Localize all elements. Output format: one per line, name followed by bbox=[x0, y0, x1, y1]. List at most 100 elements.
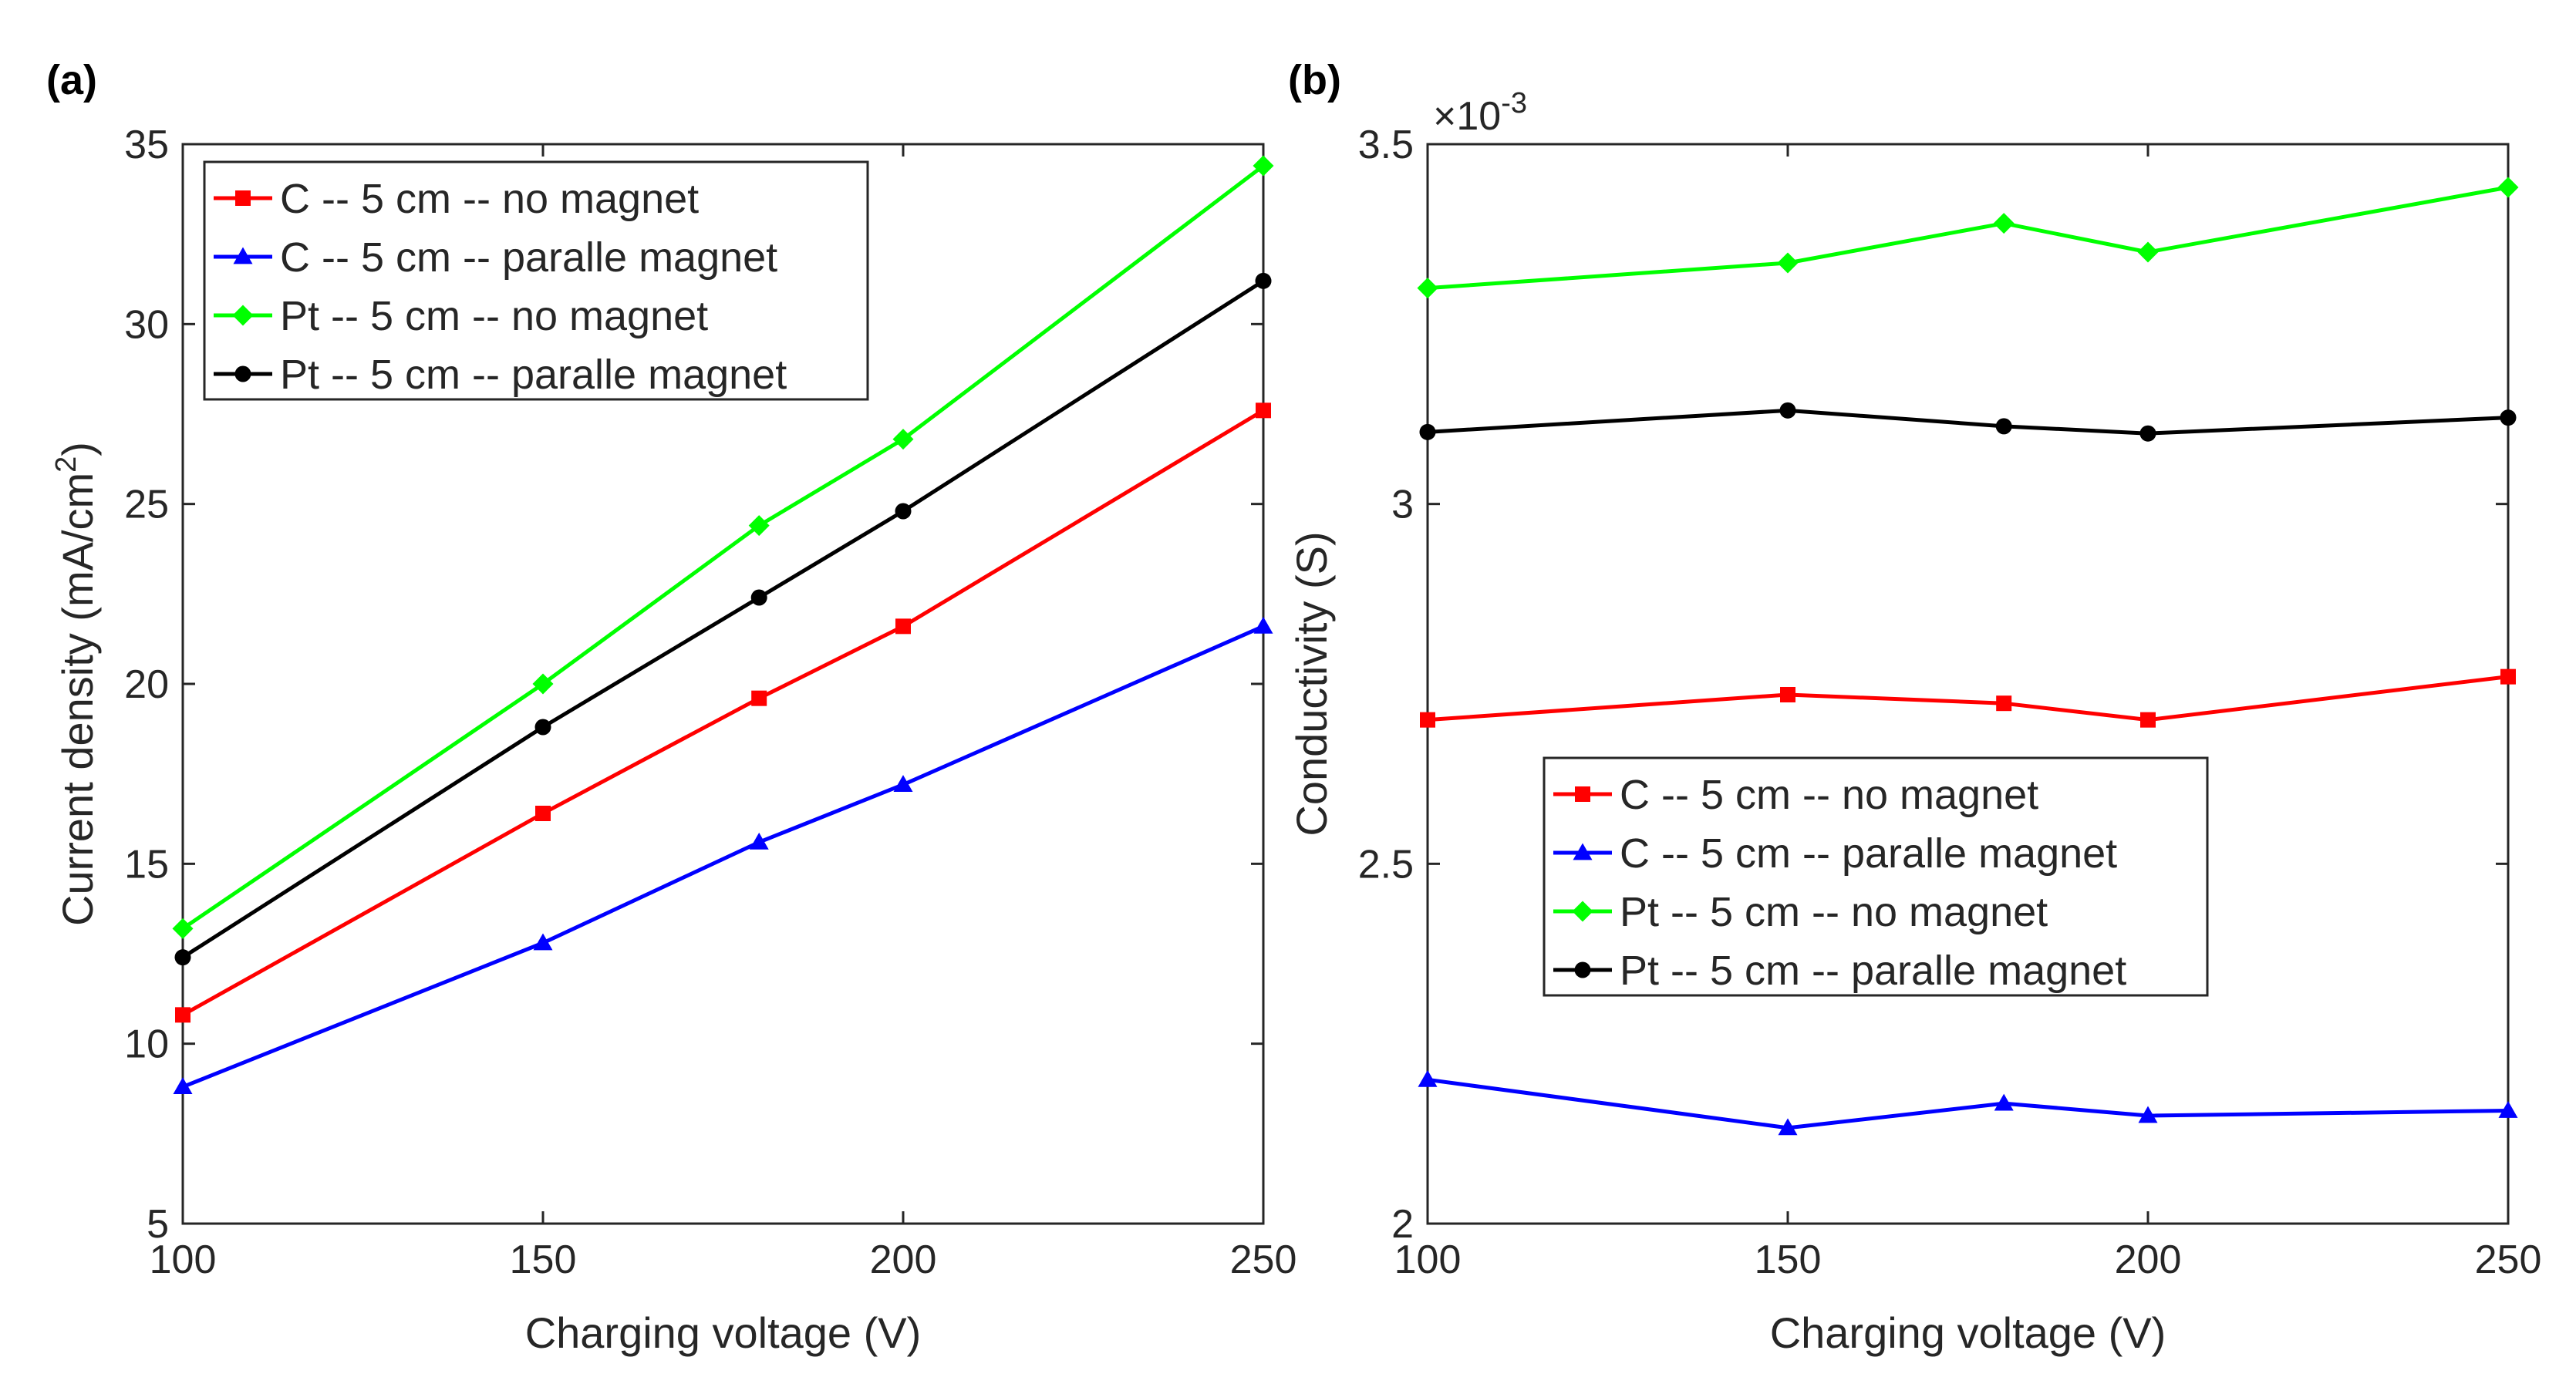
panel-b-legend-entry-4-label: Pt -- 5 cm -- paralle magnet bbox=[1620, 948, 2126, 994]
panel-b-axes: 100 150 200 250 2 2.5 3 3.5 bbox=[1358, 123, 2542, 1282]
panel-a-legend-entry-3-label: Pt -- 5 cm -- no magnet bbox=[280, 293, 708, 339]
panel-a-series-1-marker-3 bbox=[751, 690, 767, 706]
panel-b-exponent-superscript: -3 bbox=[1501, 87, 1527, 120]
panel-b-conductivity: (b) ×10-3 100 150 200 250 2 2.5 3 3.5 Charging … bbox=[1287, 57, 2541, 1357]
panel-a-label: (a) bbox=[46, 57, 97, 103]
panel-a-legend-entry-4: Pt -- 5 cm -- paralle magnet bbox=[214, 352, 787, 398]
panel-b-y-tick-label: 3.5 bbox=[1358, 123, 1414, 167]
panel-b-y-axis-label: Conductivity (S) bbox=[1287, 531, 1336, 836]
panel-b-label: (b) bbox=[1288, 57, 1341, 103]
panel-a-series-2-marker-5 bbox=[1253, 616, 1273, 634]
panel-a-y-axis-label-superscript: 2 bbox=[50, 456, 83, 473]
panel-a-y-axis-label-end: ) bbox=[53, 442, 102, 456]
panel-b-series-4 bbox=[1419, 402, 2517, 442]
panel-a-series-2-marker-3 bbox=[749, 832, 769, 850]
panel-b-series-1-marker-1 bbox=[1420, 712, 1435, 728]
panel-b-series-3-marker-4 bbox=[2137, 241, 2159, 263]
panel-b-legend-entry-1-marker-1 bbox=[1575, 786, 1590, 802]
panel-b-series-2-marker-5 bbox=[2498, 1100, 2518, 1118]
panel-b-x-tick-label: 250 bbox=[2475, 1237, 2542, 1282]
panel-a-current-density: (a) 100 150 200 250 5 10 15 20 25 30 35 Charging v… bbox=[46, 57, 1296, 1357]
panel-a-series-1-marker-1 bbox=[175, 1007, 191, 1023]
panel-b-series-4-line bbox=[1427, 408, 2509, 436]
panel-a-y-tick-label: 30 bbox=[124, 302, 169, 347]
panel-a-x-tick-label: 250 bbox=[1230, 1237, 1297, 1282]
panel-b-series-3-marker-2 bbox=[1777, 252, 1799, 274]
panel-a-y-axis-label: Current density (mA/cm2) bbox=[50, 442, 102, 926]
panel-b-series-3-marker-5 bbox=[2497, 177, 2519, 198]
panel-b-legend-entry-1-label: C -- 5 cm -- no magnet bbox=[1620, 772, 2038, 818]
panel-b-series-2-marker-2 bbox=[1778, 1118, 1798, 1136]
panel-a-series-2-marker-4 bbox=[893, 775, 913, 793]
panel-b-legend-entry-3: Pt -- 5 cm -- no magnet bbox=[1553, 889, 2048, 935]
panel-a-x-axis-label: Charging voltage (V) bbox=[525, 1308, 922, 1357]
panel-b-series-3 bbox=[1417, 177, 2519, 299]
panel-b-series-1-marker-3 bbox=[1996, 695, 2012, 712]
panel-b-series-3-marker-3 bbox=[1993, 213, 2015, 234]
panel-b-legend-entry-2-label: C -- 5 cm -- paralle magnet bbox=[1620, 830, 2117, 877]
panel-a-legend-entry-1-marker-1 bbox=[235, 190, 251, 206]
panel-b-x-axis-label: Charging voltage (V) bbox=[1770, 1308, 2166, 1357]
panel-b-series-3-line bbox=[1427, 185, 2509, 291]
panel-b-series-2-marker-1 bbox=[1418, 1069, 1438, 1087]
panel-b-y-tick-label: 2 bbox=[1391, 1202, 1414, 1247]
panel-a-series-1-marker-2 bbox=[535, 806, 551, 821]
panel-b-exponent-label: ×10-3 bbox=[1433, 87, 1527, 139]
panel-a-series-2 bbox=[173, 616, 1273, 1095]
panel-b-series-4-marker-2 bbox=[1779, 402, 1796, 419]
panel-b-series-4-marker-3 bbox=[1995, 418, 2012, 435]
panel-a-x-tick-label: 150 bbox=[510, 1237, 577, 1282]
panel-a-series-3 bbox=[172, 155, 1274, 939]
panel-b-legend-entry-1: C -- 5 cm -- no magnet bbox=[1553, 772, 2038, 818]
panel-b-y-tick-label: 2.5 bbox=[1358, 842, 1414, 887]
panel-a-y-axis-label-main: Current density (mA/cm bbox=[53, 473, 102, 926]
panel-a-y-tick-label: 10 bbox=[124, 1022, 169, 1067]
panel-a-x-tick-label: 200 bbox=[870, 1237, 937, 1282]
panel-b-series-2-line bbox=[1427, 1077, 2509, 1130]
panel-a-legend-entry-2: C -- 5 cm -- paralle magnet bbox=[214, 234, 777, 281]
panel-b-legend-entry-4-marker-1 bbox=[1574, 961, 1591, 978]
panel-b-series bbox=[1417, 177, 2519, 1136]
panel-b-legend: C -- 5 cm -- no magnet C -- 5 cm -- paral… bbox=[1543, 756, 2209, 997]
panel-a-series-4-marker-5 bbox=[1255, 272, 1272, 289]
panel-a-series-1-marker-4 bbox=[895, 618, 911, 635]
panel-a-series bbox=[172, 155, 1274, 1095]
panel-b-legend-entry-2: C -- 5 cm -- paralle magnet bbox=[1553, 830, 2117, 877]
panel-b-series-2-marker-4 bbox=[2138, 1106, 2158, 1123]
panel-a-legend-entry-4-label: Pt -- 5 cm -- paralle magnet bbox=[280, 352, 787, 398]
panel-b-x-tick-label: 200 bbox=[2115, 1237, 2182, 1282]
panel-a-series-2-line bbox=[182, 625, 1265, 1089]
panel-a-y-tick-label: 5 bbox=[147, 1202, 169, 1247]
panel-b-series-4-marker-4 bbox=[2139, 425, 2156, 442]
panel-b-y-tick-label: 3 bbox=[1391, 483, 1414, 527]
panel-b-legend-entry-3-marker-1 bbox=[1572, 901, 1593, 922]
panel-b-series-1-line bbox=[1427, 675, 2509, 722]
panel-a-legend-entry-3-marker-1 bbox=[232, 305, 254, 326]
panel-a-series-1 bbox=[175, 402, 1271, 1023]
panel-a-series-2-marker-2 bbox=[533, 933, 553, 951]
panel-b-series-1-marker-4 bbox=[2140, 712, 2156, 728]
panel-b-series-4-marker-5 bbox=[2500, 409, 2517, 426]
panel-a-legend-entry-4-marker-1 bbox=[234, 365, 251, 382]
panel-b-legend-entry-4: Pt -- 5 cm -- paralle magnet bbox=[1553, 948, 2126, 994]
panel-b-exponent-base: ×10 bbox=[1433, 94, 1501, 139]
panel-a-series-3-marker-4 bbox=[892, 429, 914, 450]
panel-a-axes: 100 150 200 250 5 10 15 20 25 30 35 bbox=[124, 123, 1296, 1282]
panel-a-series-1-line bbox=[181, 409, 1265, 1017]
panel-a-y-tick-label: 35 bbox=[124, 123, 169, 167]
panel-a-legend: C -- 5 cm -- no magnet C -- 5 cm -- paral… bbox=[203, 160, 869, 401]
panel-b-legend-entry-3-label: Pt -- 5 cm -- no magnet bbox=[1620, 889, 2048, 935]
panel-b-axes-box bbox=[1426, 143, 2510, 1225]
panel-a-y-tick-label: 15 bbox=[124, 842, 169, 887]
panel-b-series-2 bbox=[1418, 1069, 2518, 1136]
panel-a-series-1-marker-5 bbox=[1256, 402, 1271, 419]
panel-a-legend-entry-2-label: C -- 5 cm -- paralle magnet bbox=[280, 234, 777, 281]
panel-a-series-2-marker-1 bbox=[173, 1077, 193, 1095]
panel-a-series-4-marker-4 bbox=[895, 503, 912, 520]
panel-b-series-1-marker-2 bbox=[1780, 687, 1795, 702]
panel-a-series-3-marker-5 bbox=[1253, 155, 1274, 177]
panel-a-legend-entry-3: Pt -- 5 cm -- no magnet bbox=[214, 293, 708, 339]
panel-a-series-4-marker-2 bbox=[534, 719, 551, 736]
panel-a-legend-entry-2-marker-1 bbox=[233, 247, 253, 264]
